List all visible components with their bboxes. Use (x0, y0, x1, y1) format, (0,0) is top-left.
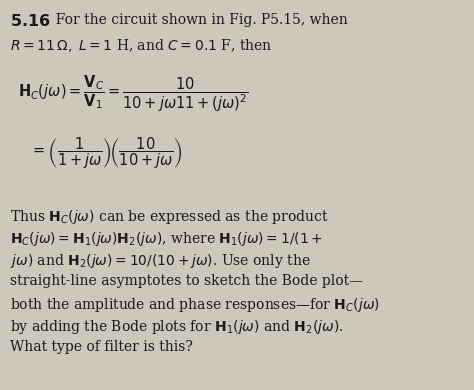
Text: both the amplitude and phase responses—for $\mathbf{H}_C(j\omega)$: both the amplitude and phase responses—f… (10, 296, 380, 314)
Text: $= \left(\dfrac{1}{1 + j\omega}\right)\!\left(\dfrac{10}{10 + j\omega}\right)$: $= \left(\dfrac{1}{1 + j\omega}\right)\!… (30, 135, 182, 170)
Text: Thus $\mathbf{H}_C(j\omega)$ can be expressed as the product: Thus $\mathbf{H}_C(j\omega)$ can be expr… (10, 208, 328, 226)
Text: straight-line asymptotes to sketch the Bode plot—: straight-line asymptotes to sketch the B… (10, 274, 363, 288)
Text: What type of filter is this?: What type of filter is this? (10, 340, 193, 354)
Text: $j\omega)$ and $\mathbf{H}_2(j\omega) = 10/(10 + j\omega)$. Use only the: $j\omega)$ and $\mathbf{H}_2(j\omega) = … (10, 252, 310, 270)
Text: by adding the Bode plots for $\mathbf{H}_1(j\omega)$ and $\mathbf{H}_2(j\omega)$: by adding the Bode plots for $\mathbf{H}… (10, 318, 344, 336)
Text: $\mathbf{H}_C(j\omega) = \dfrac{\mathbf{V}_C}{\mathbf{V}_1} = \dfrac{10}{10 + j\: $\mathbf{H}_C(j\omega) = \dfrac{\mathbf{… (18, 73, 249, 114)
Text: $\mathbf{5.16}$: $\mathbf{5.16}$ (10, 13, 51, 30)
Text: $\mathbf{H}_C(j\omega) = \mathbf{H}_1(j\omega)\mathbf{H}_2(j\omega)$, where $\ma: $\mathbf{H}_C(j\omega) = \mathbf{H}_1(j\… (10, 230, 323, 248)
Text: For the circuit shown in Fig. P5.15, when: For the circuit shown in Fig. P5.15, whe… (47, 13, 348, 27)
Text: $R = 11\,\Omega,\; L = 1$ H, and $C = 0.1$ F, then: $R = 11\,\Omega,\; L = 1$ H, and $C = 0.… (10, 37, 273, 54)
